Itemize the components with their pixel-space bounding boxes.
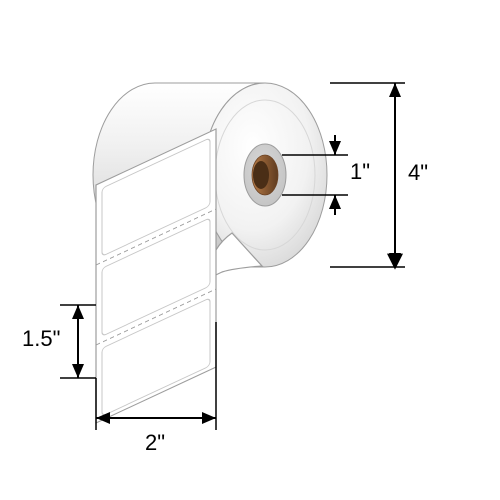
label-roll-diagram	[0, 0, 500, 500]
dim-text-label-width: 2"	[145, 430, 165, 456]
dim-label-height	[60, 305, 96, 378]
dim-text-label-height: 1.5"	[22, 326, 60, 352]
core-hole	[253, 161, 269, 189]
dim-text-roll-diameter: 4"	[408, 160, 428, 186]
diagram-stage: 4" 1" 1.5" 2"	[0, 0, 500, 500]
dim-text-core-diameter: 1"	[350, 159, 370, 185]
